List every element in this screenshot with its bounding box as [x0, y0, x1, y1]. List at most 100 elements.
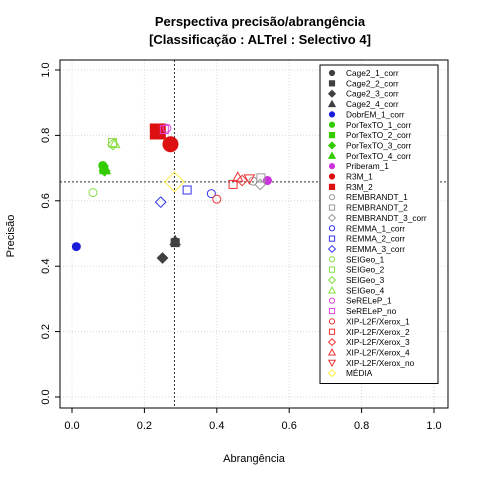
legend-marker [328, 328, 336, 335]
point-xip-l2f-xerox-4 [231, 171, 244, 182]
y-tick-label: 0.4 [40, 259, 52, 274]
reference-lines [60, 60, 448, 408]
legend-marker [328, 69, 336, 77]
legend-marker [328, 266, 336, 273]
legend-marker [327, 89, 337, 98]
point-serelep-1 [162, 123, 172, 133]
x-tick-label: 1.0 [426, 420, 441, 432]
x-axis-label: Abrangência [223, 453, 286, 465]
legend-label: REMMA_2_corr [346, 234, 405, 244]
y-tick-label: 0.8 [40, 128, 52, 143]
point-remma-2-corr [182, 185, 192, 195]
legend-label: SEIGeo_2 [346, 265, 385, 275]
legend-label: XIP-L2F/Xerox_4 [346, 347, 410, 357]
legend-label: XIP-L2F/Xerox_no [346, 358, 415, 368]
legend-marker [328, 256, 336, 263]
y-tick-label: 0.0 [40, 389, 52, 404]
legend-marker [328, 225, 336, 232]
legend-label: Cage2_2_corr [346, 78, 399, 88]
legend-marker [328, 235, 336, 242]
x-tick-label: 0.4 [209, 420, 224, 432]
legend-label: XIP-L2F/Xerox_3 [346, 337, 410, 347]
point-cage2-3-corr [156, 252, 169, 264]
legend-label: PorTexTO_2_corr [346, 130, 412, 140]
legend-marker [328, 194, 336, 201]
legend-label: REMMA_3_corr [346, 244, 405, 254]
point-r3m-2 [149, 123, 166, 140]
legend-marker [328, 132, 336, 139]
legend-label: XIP-L2F/Xerox_2 [346, 327, 410, 337]
legend-label: SEIGeo_1 [346, 254, 385, 264]
x-tick-label: 0.0 [64, 420, 79, 432]
legend-label: SEIGeo_3 [346, 275, 385, 285]
legend-label: SeRELeP_1 [346, 296, 392, 306]
legend-label: R3M_1 [346, 172, 373, 182]
legend-marker [327, 275, 337, 285]
legend-label: REMBRANDT_2 [346, 203, 408, 213]
legend-label: REMBRANDT_3_corr [346, 213, 427, 223]
legend-marker [328, 80, 336, 87]
legend-box [319, 64, 439, 384]
point-xip-l2f-xerox-1 [212, 194, 222, 204]
legend-marker [327, 244, 337, 254]
point-dobrem-1-corr [71, 242, 81, 252]
legend-label: PorTexTO_1_corr [346, 120, 412, 130]
legend-marker [328, 307, 336, 315]
legend-marker [328, 318, 336, 325]
legend-label: REMBRANDT_1 [346, 192, 408, 202]
y-tick-label: 1.0 [40, 62, 52, 77]
point-seigeo-4 [108, 137, 121, 149]
legend-label: DobrEM_1_corr [346, 109, 405, 119]
legend-marker [328, 297, 336, 304]
legend-marker [327, 348, 337, 356]
legend-marker [327, 359, 337, 368]
y-axis-label: Precisão [5, 215, 17, 258]
x-tick-label: 0.6 [282, 420, 297, 432]
legend-label: Cage2_4_corr [346, 99, 399, 109]
chart-subtitle: [Classificação : ALTrel : Selectivo 4] [149, 32, 371, 47]
legend-label: Cage2_3_corr [346, 89, 399, 99]
legend-marker [328, 183, 336, 190]
y-tick-label: 0.6 [40, 193, 52, 208]
point-cage2-4-corr [169, 234, 182, 246]
y-tick-label: 0.2 [40, 324, 52, 339]
legend-marker [328, 163, 336, 170]
point-priberam-1 [262, 176, 272, 186]
legend-marker [327, 151, 337, 159]
legend-marker [328, 121, 336, 128]
point-rembrandt-2 [256, 173, 266, 183]
x-tick-label: 0.2 [137, 420, 152, 432]
legend-label: Cage2_1_corr [346, 68, 399, 78]
legend-marker [327, 141, 337, 150]
point-serelep-no [159, 125, 169, 135]
legend-marker [327, 338, 337, 347]
chart-title: Perspectiva precisão/abrangência [155, 14, 366, 29]
legend-marker [327, 369, 337, 378]
point-xip-l2f-xerox-no [243, 174, 256, 185]
x-tick-label: 0.8 [354, 420, 369, 432]
legend-marker [327, 99, 337, 108]
point-rembrandt-3-corr [254, 178, 267, 191]
plot-frame [59, 59, 449, 409]
point-remma-1-corr [206, 189, 216, 199]
point-seigeo-1 [88, 188, 98, 198]
legend-label: MÉDIA [346, 368, 373, 378]
point-portexto-4-corr [99, 163, 112, 175]
data-points [71, 123, 272, 264]
legend: Cage2_1_corrCage2_2_corrCage2_3_corrCage… [319, 64, 439, 384]
legend-label: SeRELeP_no [346, 306, 397, 316]
legend-label: SEIGeo_4 [346, 285, 385, 295]
legend-marker [328, 111, 336, 118]
point-r3m-1 [162, 136, 179, 153]
point-remma-3-corr [154, 196, 167, 209]
legend-marker [327, 286, 337, 294]
point-m-dia [163, 171, 185, 193]
legend-label: REMMA_1_corr [346, 223, 405, 233]
legend-label: PorTexTO_3_corr [346, 140, 412, 150]
legend-marker [328, 173, 336, 180]
legend-label: PorTexTO_4_corr [346, 151, 412, 161]
legend-label: Priberam_1 [346, 161, 389, 171]
legend-label: R3M_2 [346, 182, 373, 192]
point-seigeo-3 [106, 138, 119, 151]
